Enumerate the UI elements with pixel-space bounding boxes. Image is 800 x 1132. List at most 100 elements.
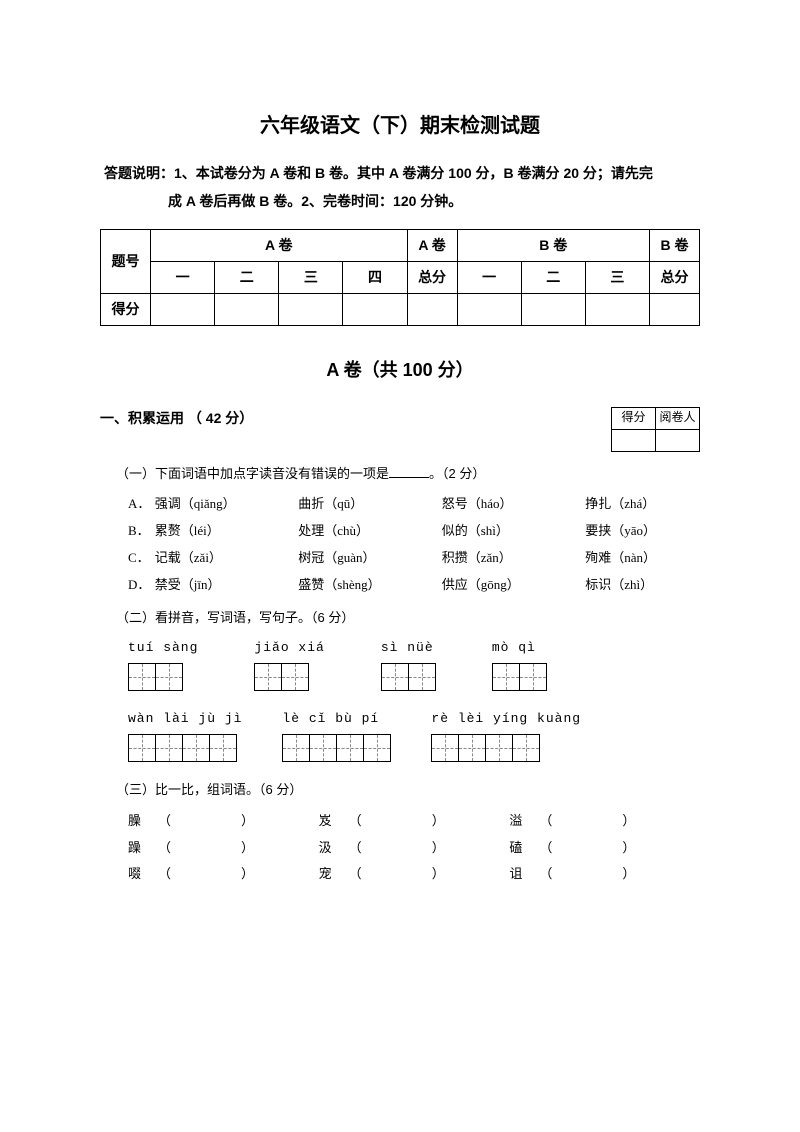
pinyin-text: rè lèi yíng kuàng bbox=[431, 709, 581, 730]
compare-char: 臊 bbox=[128, 811, 154, 832]
compare-char: 躁 bbox=[128, 838, 154, 859]
compare-char: 磕 bbox=[509, 838, 535, 859]
char-box[interactable] bbox=[485, 734, 513, 762]
score-cell[interactable] bbox=[215, 293, 279, 325]
char-boxes[interactable] bbox=[492, 663, 547, 691]
cell-b3: 三 bbox=[585, 261, 649, 293]
compare-char: 岌 bbox=[319, 811, 345, 832]
section-a-title: A 卷（共 100 分） bbox=[100, 356, 700, 385]
char-box[interactable] bbox=[381, 663, 409, 691]
pinyin-text: lè cǐ bù pí bbox=[282, 709, 391, 730]
compare-item[interactable]: 诅（） bbox=[509, 864, 700, 885]
option-row[interactable]: B． 累赘（léi） 处理（chù） 似的（shì） 要挟（yāo） bbox=[128, 521, 700, 542]
compare-item[interactable]: 臊（） bbox=[128, 811, 319, 832]
char-boxes[interactable] bbox=[282, 734, 391, 762]
cell-b-label-2: B 卷 bbox=[650, 229, 700, 261]
score-cell[interactable] bbox=[151, 293, 215, 325]
pinyin-item: mò qì bbox=[492, 638, 547, 691]
q1-blank[interactable] bbox=[389, 477, 429, 478]
char-box[interactable] bbox=[182, 734, 210, 762]
char-boxes[interactable] bbox=[381, 663, 436, 691]
cell-a4: 四 bbox=[343, 261, 407, 293]
score-table: 题号 A 卷 A 卷 B 卷 B 卷 一 二 三 四 总分 一 二 三 总分 得… bbox=[100, 229, 700, 326]
pinyin-item: sì nüè bbox=[381, 638, 436, 691]
section-1-title: 一、积累运用 （ 42 分） bbox=[100, 407, 253, 429]
option-row[interactable]: C． 记载（zǎi） 树冠（guàn） 积攒（zǎn） 殉难（nàn） bbox=[128, 548, 700, 569]
score-cell[interactable] bbox=[585, 293, 649, 325]
cell-a-total: 总分 bbox=[407, 261, 457, 293]
grader-score-input[interactable] bbox=[612, 429, 656, 451]
cell-score-header: 得分 bbox=[101, 293, 151, 325]
cell-b2: 二 bbox=[521, 261, 585, 293]
score-cell[interactable] bbox=[457, 293, 521, 325]
pinyin-text: mò qì bbox=[492, 638, 547, 659]
q3-title: （三）比一比，组词语。（6 分） bbox=[116, 780, 700, 801]
option-row[interactable]: A． 强调（qiǎng） 曲折（qū） 怒号（háo） 挣扎（zhá） bbox=[128, 494, 700, 515]
char-box[interactable] bbox=[431, 734, 459, 762]
cell-b1: 一 bbox=[457, 261, 521, 293]
char-boxes[interactable] bbox=[254, 663, 324, 691]
char-box[interactable] bbox=[363, 734, 391, 762]
char-box[interactable] bbox=[209, 734, 237, 762]
compare-item[interactable]: 溢（） bbox=[509, 811, 700, 832]
pinyin-item: jiǎo xiá bbox=[254, 638, 324, 691]
grader-score-label: 得分 bbox=[612, 407, 656, 429]
compare-item[interactable]: 啜（） bbox=[128, 864, 319, 885]
char-box[interactable] bbox=[309, 734, 337, 762]
pinyin-row-1: tuí sàng jiǎo xiá sì nüè mò qì bbox=[128, 638, 700, 691]
pinyin-text: sì nüè bbox=[381, 638, 436, 659]
score-cell[interactable] bbox=[279, 293, 343, 325]
char-box[interactable] bbox=[155, 734, 183, 762]
page-title: 六年级语文（下）期末检测试题 bbox=[100, 110, 700, 142]
instructions-line-2: 成 A 卷后再做 B 卷。2、完卷时间：120 分钟。 bbox=[100, 190, 700, 212]
pinyin-text: jiǎo xiá bbox=[254, 638, 324, 659]
grader-name-input[interactable] bbox=[656, 429, 700, 451]
char-box[interactable] bbox=[458, 734, 486, 762]
score-cell[interactable] bbox=[650, 293, 700, 325]
compare-item[interactable]: 躁（） bbox=[128, 838, 319, 859]
char-box[interactable] bbox=[519, 663, 547, 691]
score-cell[interactable] bbox=[343, 293, 407, 325]
cell-a1: 一 bbox=[151, 261, 215, 293]
char-box[interactable] bbox=[336, 734, 364, 762]
char-boxes[interactable] bbox=[431, 734, 581, 762]
score-cell[interactable] bbox=[407, 293, 457, 325]
compare-item[interactable]: 汲（） bbox=[319, 838, 510, 859]
compare-char: 汲 bbox=[319, 838, 345, 859]
compare-char: 溢 bbox=[509, 811, 535, 832]
pinyin-item: tuí sàng bbox=[128, 638, 198, 691]
option-row[interactable]: D． 禁受（jīn） 盛赞（shèng） 供应（gōng） 标识（zhì） bbox=[128, 575, 700, 596]
cell-a3: 三 bbox=[279, 261, 343, 293]
compare-item[interactable]: 磕（） bbox=[509, 838, 700, 859]
char-box[interactable] bbox=[492, 663, 520, 691]
compare-row: 臊（）岌（）溢（） bbox=[128, 811, 700, 832]
pinyin-item: wàn lài jù jì bbox=[128, 709, 242, 762]
grader-name-label: 阅卷人 bbox=[656, 407, 700, 429]
compare-char: 宠 bbox=[319, 864, 345, 885]
cell-a2: 二 bbox=[215, 261, 279, 293]
char-boxes[interactable] bbox=[128, 734, 242, 762]
compare-row: 躁（）汲（）磕（） bbox=[128, 838, 700, 859]
char-box[interactable] bbox=[408, 663, 436, 691]
compare-row: 啜（）宠（）诅（） bbox=[128, 864, 700, 885]
char-box[interactable] bbox=[281, 663, 309, 691]
instructions-line-1: 答题说明：1、本试卷分为 A 卷和 B 卷。其中 A 卷满分 100 分，B 卷… bbox=[100, 162, 700, 184]
compare-char: 啜 bbox=[128, 864, 154, 885]
char-box[interactable] bbox=[128, 663, 156, 691]
char-boxes[interactable] bbox=[128, 663, 198, 691]
char-box[interactable] bbox=[155, 663, 183, 691]
cell-a-label: A 卷 bbox=[151, 229, 408, 261]
char-box[interactable] bbox=[512, 734, 540, 762]
pinyin-row-2: wàn lài jù jì lè cǐ bù pí rè lèi yíng kuàn… bbox=[128, 709, 700, 762]
pinyin-text: tuí sàng bbox=[128, 638, 198, 659]
char-box[interactable] bbox=[128, 734, 156, 762]
cell-a-label-2: A 卷 bbox=[407, 229, 457, 261]
pinyin-text: wàn lài jù jì bbox=[128, 709, 242, 730]
q1-title: （一）下面词语中加点字读音没有错误的一项是。（2 分） bbox=[116, 464, 700, 485]
score-cell[interactable] bbox=[521, 293, 585, 325]
pinyin-item: rè lèi yíng kuàng bbox=[431, 709, 581, 762]
compare-item[interactable]: 岌（） bbox=[319, 811, 510, 832]
compare-item[interactable]: 宠（） bbox=[319, 864, 510, 885]
char-box[interactable] bbox=[282, 734, 310, 762]
char-box[interactable] bbox=[254, 663, 282, 691]
